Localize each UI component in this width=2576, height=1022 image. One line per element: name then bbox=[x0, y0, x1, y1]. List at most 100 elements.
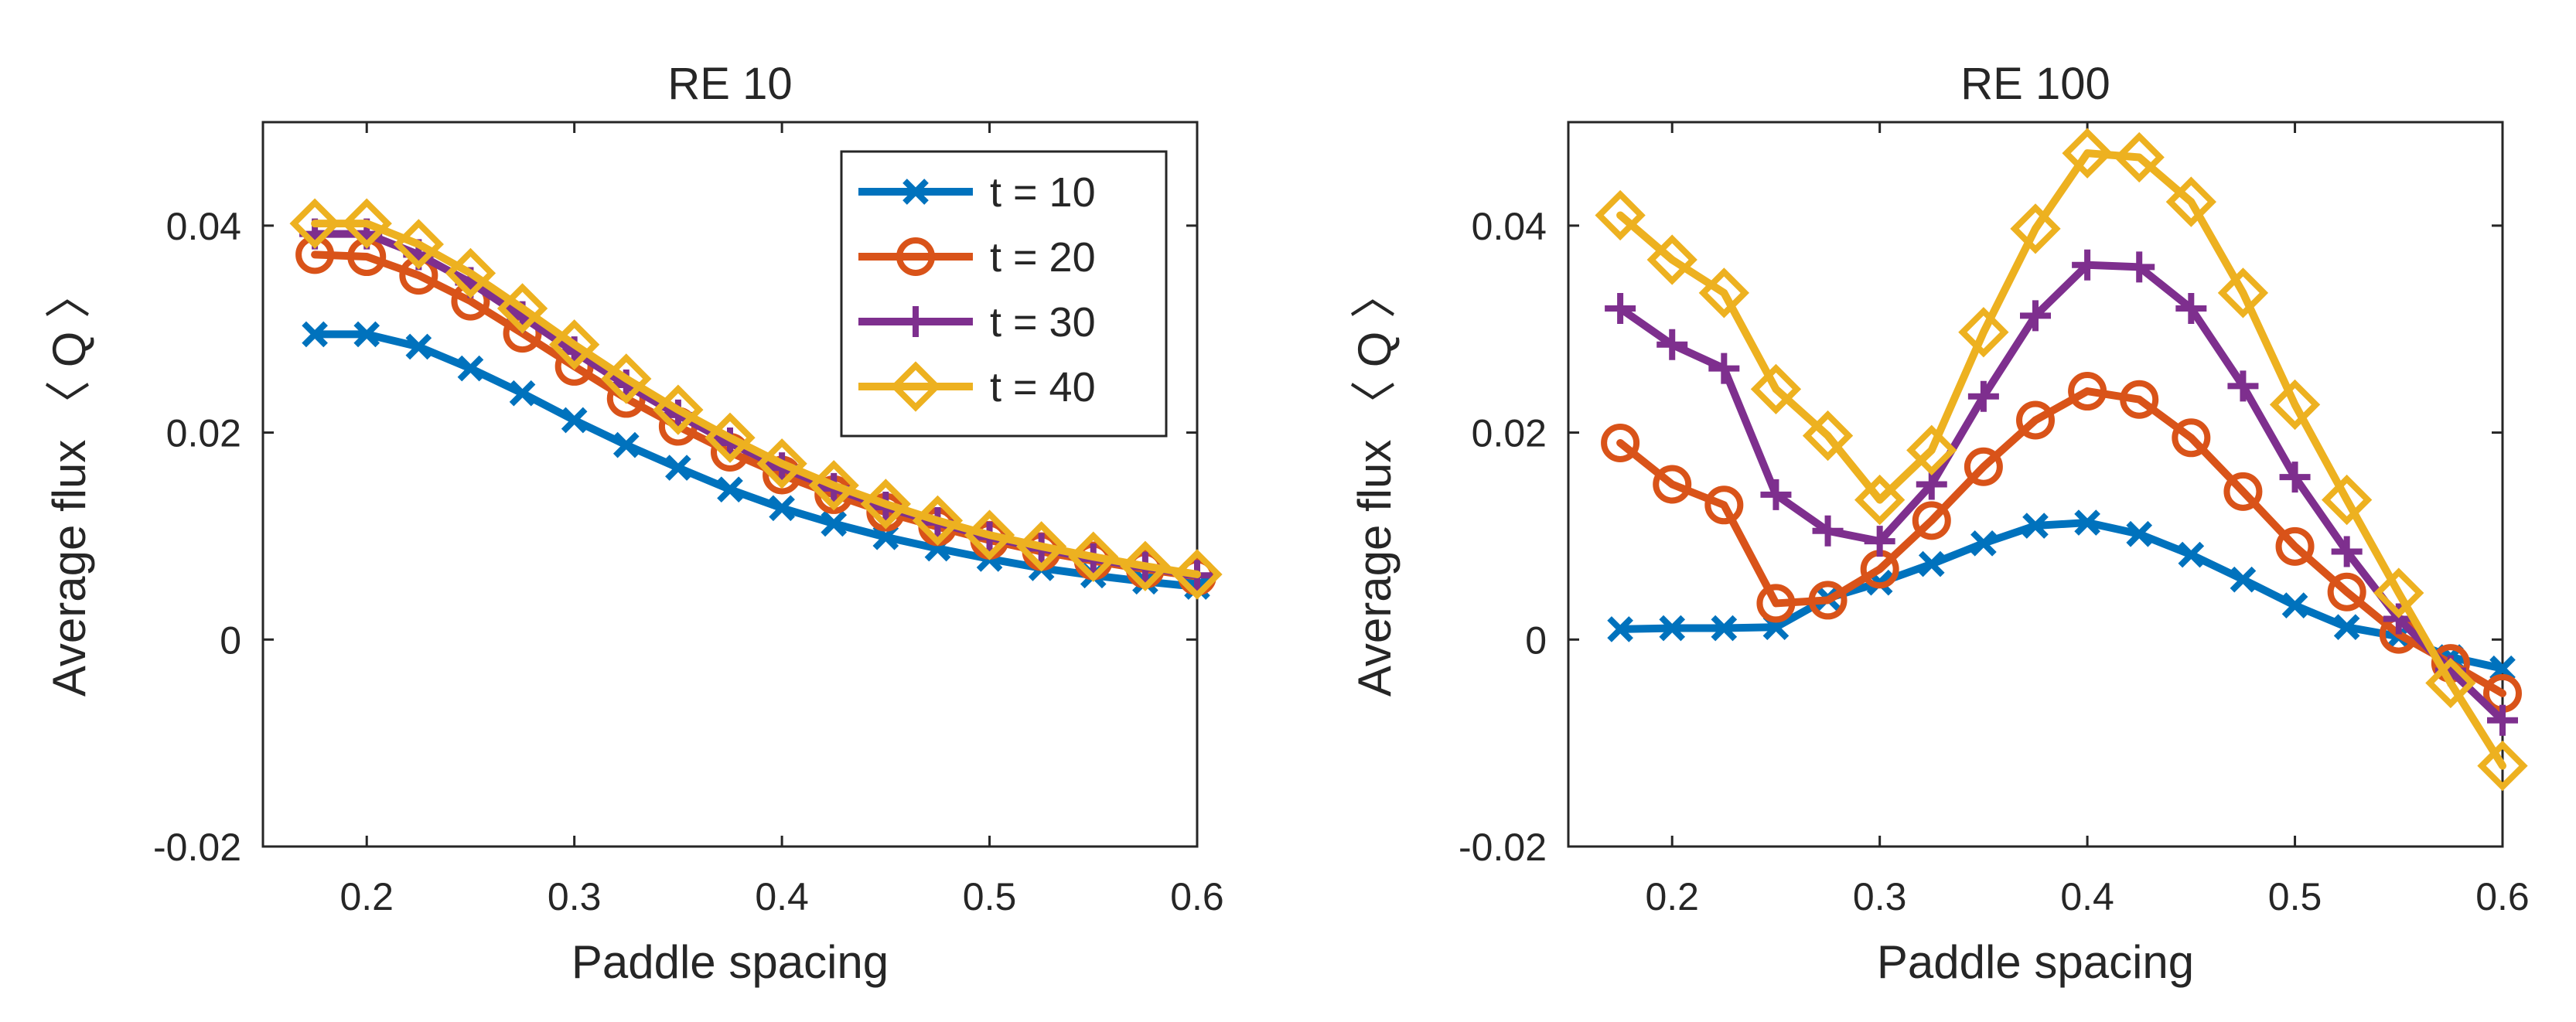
data-point bbox=[860, 479, 911, 530]
data-point bbox=[1964, 447, 2003, 486]
data-point bbox=[1967, 380, 1999, 412]
data-point bbox=[2165, 176, 2216, 227]
data-point bbox=[756, 438, 807, 489]
data-point bbox=[1068, 531, 1119, 582]
data-point bbox=[769, 495, 795, 522]
data-point bbox=[1711, 615, 1738, 642]
data-point bbox=[496, 283, 548, 334]
data-point bbox=[2487, 704, 2518, 736]
data-point bbox=[1172, 549, 1223, 600]
data-point bbox=[1812, 515, 1844, 547]
legend-marker bbox=[896, 237, 935, 276]
data-point bbox=[2331, 536, 2363, 567]
data-point bbox=[1646, 234, 1697, 285]
data-point bbox=[2327, 572, 2366, 611]
x-tick-label: 0.5 bbox=[2268, 875, 2322, 918]
series-t20 bbox=[1601, 372, 2522, 713]
data-point bbox=[964, 509, 1015, 560]
data-point bbox=[2279, 462, 2311, 493]
data-point bbox=[1756, 584, 1796, 623]
data-point bbox=[2383, 603, 2414, 635]
data-point bbox=[2010, 203, 2061, 254]
y-tick-label: -0.02 bbox=[153, 826, 241, 869]
data-point bbox=[2062, 128, 2113, 179]
data-point bbox=[2217, 267, 2269, 319]
data-point bbox=[2230, 566, 2257, 593]
x-tick-label: 0.2 bbox=[339, 875, 394, 918]
data-point bbox=[2227, 370, 2259, 402]
data-point bbox=[393, 219, 444, 270]
legend-marker bbox=[890, 361, 941, 412]
x-tick-label: 0.6 bbox=[2475, 875, 2530, 918]
legend-label: t = 10 bbox=[990, 169, 1096, 216]
data-point bbox=[1906, 424, 1957, 475]
data-point bbox=[2425, 657, 2476, 709]
data-point bbox=[1607, 616, 1633, 642]
data-point bbox=[2172, 418, 2211, 458]
x-tick-label: 0.4 bbox=[755, 875, 809, 918]
x-tick-label: 0.4 bbox=[2060, 875, 2114, 918]
data-point bbox=[2020, 300, 2051, 332]
series-line bbox=[311, 220, 1201, 578]
data-point bbox=[1605, 292, 1636, 324]
data-point bbox=[2178, 541, 2205, 568]
x-axis-label: Paddle spacing bbox=[1877, 936, 2194, 988]
data-point bbox=[2022, 513, 2049, 539]
data-point bbox=[1912, 501, 1951, 540]
data-point bbox=[821, 510, 848, 537]
data-point bbox=[445, 247, 496, 299]
legend-label: t = 20 bbox=[990, 234, 1096, 281]
x-tick-label: 0.6 bbox=[1170, 875, 1224, 918]
data-point bbox=[2175, 292, 2207, 324]
data-point bbox=[1760, 479, 1792, 510]
data-point bbox=[341, 198, 392, 249]
data-point bbox=[2016, 400, 2055, 440]
data-point bbox=[1653, 465, 1692, 504]
data-point bbox=[1659, 615, 1686, 642]
y-tick-label: 0.02 bbox=[166, 412, 241, 455]
data-point bbox=[2281, 592, 2308, 618]
data-point bbox=[601, 353, 652, 404]
y-tick-label: -0.02 bbox=[1459, 826, 1547, 869]
data-point bbox=[2322, 474, 2373, 526]
chart-title: RE 10 bbox=[667, 59, 792, 109]
series-line bbox=[311, 330, 1201, 591]
data-point bbox=[2477, 740, 2528, 792]
data-point bbox=[2124, 251, 2155, 283]
data-point bbox=[1698, 267, 1749, 319]
x-tick-label: 0.3 bbox=[1853, 875, 1907, 918]
data-point bbox=[2223, 472, 2263, 511]
data-point bbox=[2373, 567, 2424, 618]
series-t30 bbox=[1605, 249, 2518, 736]
data-point bbox=[1918, 550, 1945, 577]
data-point bbox=[1595, 189, 1646, 241]
chart-panel-2: 0.2 0.3 0.4 0.5 0.6 -0.02 0 0.02 0.04 RE 100 Paddl… bbox=[1349, 59, 2530, 988]
data-point bbox=[302, 321, 328, 348]
data-point bbox=[2074, 509, 2100, 536]
legend-label: t = 40 bbox=[990, 364, 1096, 411]
chart-title: RE 100 bbox=[1960, 59, 2110, 109]
series-line bbox=[1616, 261, 2506, 724]
data-point bbox=[1802, 410, 1854, 462]
x-tick-label: 0.3 bbox=[548, 875, 602, 918]
data-point bbox=[705, 412, 756, 463]
data-point bbox=[1016, 521, 1067, 572]
data-point bbox=[549, 319, 600, 370]
data-point bbox=[561, 407, 588, 434]
data-point bbox=[2114, 131, 2165, 183]
data-point bbox=[653, 384, 704, 435]
legend-marker bbox=[900, 306, 931, 337]
data-point bbox=[612, 431, 640, 458]
data-point bbox=[1656, 329, 1688, 360]
data-point bbox=[1750, 363, 1802, 415]
data-point bbox=[912, 495, 964, 547]
data-point bbox=[1864, 526, 1895, 557]
data-point bbox=[665, 455, 691, 481]
data-point bbox=[2275, 526, 2315, 566]
y-tick-label: 0.04 bbox=[1472, 205, 1547, 248]
x-tick-label: 0.2 bbox=[1645, 875, 1699, 918]
legend-label: t = 30 bbox=[990, 299, 1096, 346]
y-tick-label: 0.02 bbox=[1472, 412, 1547, 455]
